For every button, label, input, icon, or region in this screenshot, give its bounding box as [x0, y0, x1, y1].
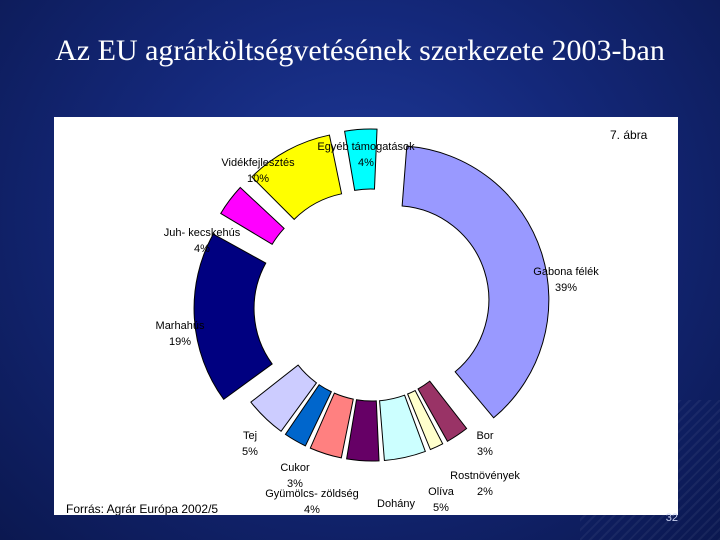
slice-value-label: 10% — [247, 173, 269, 185]
slice-tej — [250, 364, 318, 432]
chart-panel: 7. ábra Forrás: Agrár Európa 2002/5 Gabo… — [54, 117, 678, 515]
slice-name-label: Marhahús — [156, 320, 205, 332]
slice-name-label: Cukor — [280, 462, 310, 474]
slice-gy-m-lcs-z-lds-g — [309, 392, 354, 459]
slice-value-label: 3% — [477, 446, 493, 458]
slice-bor — [417, 380, 468, 442]
page-number: 32 — [665, 512, 678, 524]
slice-value-label: 5% — [242, 446, 258, 458]
slice-name-label: Vidékfejlesztés — [221, 157, 295, 169]
slice-ol-va — [379, 394, 426, 462]
slice-marhah-s — [193, 233, 273, 401]
slice-name-label: Olíva — [428, 486, 455, 498]
slice-name-label: Rostnövények — [450, 470, 520, 482]
slice-name-label: Gabona félék — [533, 266, 599, 278]
slice-value-label: 2% — [477, 486, 493, 498]
slice-name-label: Juh- kecskehús — [164, 227, 241, 239]
slice-cukor — [284, 384, 333, 447]
slice-name-label: Egyéb támogatások — [317, 141, 415, 153]
slice-value-label: 39% — [555, 282, 577, 294]
slice-gabona-f-l-k — [401, 145, 550, 419]
slice-value-label: 4% — [194, 243, 210, 255]
slice-value-label: 5% — [433, 502, 449, 514]
donut-chart: 7. ábra Forrás: Agrár Európa 2002/5 Gabo… — [66, 128, 648, 515]
slice-name-label: Dohány — [377, 498, 415, 510]
slice-juh-kecskeh-s — [220, 186, 285, 245]
slide-title: Az EU agrárköltségvetésének szerkezete 2… — [55, 34, 665, 67]
slice-value-label: 4% — [304, 504, 320, 515]
slice-name-label: Tej — [243, 430, 257, 442]
slice-value-label: 4% — [358, 157, 374, 169]
slice-value-label: 19% — [169, 336, 191, 348]
slice-name-label: Bor — [476, 430, 493, 442]
slice-value-label: 3% — [287, 478, 303, 490]
figure-label: 7. ábra — [610, 128, 648, 142]
slice-name-label: Gyümölcs- zöldség — [265, 488, 359, 500]
slice-egy-b-t-mogat-sok — [344, 128, 378, 191]
slice-doh-ny — [346, 399, 380, 462]
source-note: Forrás: Agrár Európa 2002/5 — [66, 502, 218, 515]
slice-value-label: 4% — [388, 514, 404, 515]
slice-rostn-v-nyek — [406, 389, 444, 451]
slice-vid-kfejleszt-s — [251, 134, 343, 221]
